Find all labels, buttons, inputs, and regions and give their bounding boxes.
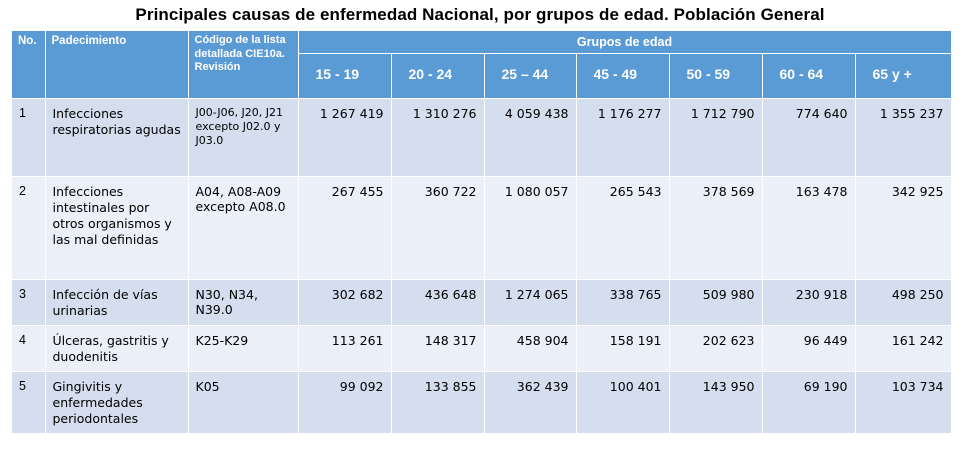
header-age-group: 50 - 59 (669, 53, 763, 99)
value-cell: 265 543 (576, 176, 670, 280)
header-age-group: 25 – 44 (484, 53, 577, 99)
value-cell: 498 250 (855, 279, 952, 326)
value-cell: 163 478 (762, 176, 856, 280)
codigo-cell: N30, N34, N39.0 (188, 279, 299, 326)
padecimiento-cell: Infecciones respiratorias agudas (45, 98, 189, 177)
value-cell: 509 980 (669, 279, 763, 326)
value-cell: 458 904 (484, 325, 577, 372)
value-cell: 113 261 (298, 325, 392, 372)
padecimiento-cell: Gingivitis y enfermedades periodontales (45, 371, 189, 434)
value-cell: 1 176 277 (576, 98, 670, 177)
header-age-group: 20 - 24 (391, 53, 485, 99)
table-row: 1 Infecciones respiratorias agudas J00-J… (12, 98, 952, 177)
value-cell: 338 765 (576, 279, 670, 326)
disease-table: No. Padecimiento Código de la lista deta… (12, 31, 952, 434)
codigo-cell: K25-K29 (188, 325, 299, 372)
header-codigo: Código de la lista detallada CIE10a. Rev… (188, 31, 299, 99)
value-cell: 103 734 (855, 371, 952, 434)
value-cell: 161 242 (855, 325, 952, 372)
value-cell: 133 855 (391, 371, 485, 434)
value-cell: 202 623 (669, 325, 763, 372)
value-cell: 4 059 438 (484, 98, 577, 177)
table-row: 2 Infecciones intestinales por otros org… (12, 176, 952, 280)
value-cell: 362 439 (484, 371, 577, 434)
table-row: 4 Úlceras, gastritis y duodenitis K25-K2… (12, 325, 952, 372)
header-age-group: 60 - 64 (762, 53, 856, 99)
value-cell: 1 355 237 (855, 98, 952, 177)
value-cell: 342 925 (855, 176, 952, 280)
value-cell: 1 267 419 (298, 98, 392, 177)
value-cell: 302 682 (298, 279, 392, 326)
row-number: 4 (12, 325, 46, 372)
value-cell: 436 648 (391, 279, 485, 326)
codigo-cell: J00-J06, J20, J21 excepto J02.0 y J03.0 (188, 98, 299, 177)
header-age-group: 15 - 19 (298, 53, 392, 99)
value-cell: 148 317 (391, 325, 485, 372)
value-cell: 267 455 (298, 176, 392, 280)
row-number: 2 (12, 176, 46, 280)
value-cell: 1 310 276 (391, 98, 485, 177)
codigo-cell: A04, A08-A09 excepto A08.0 (188, 176, 299, 280)
header-age-group: 65 y + (855, 53, 952, 99)
padecimiento-cell: Infecciones intestinales por otros organ… (45, 176, 189, 280)
row-number: 3 (12, 279, 46, 326)
padecimiento-cell: Úlceras, gastritis y duodenitis (45, 325, 189, 372)
value-cell: 96 449 (762, 325, 856, 372)
value-cell: 143 950 (669, 371, 763, 434)
value-cell: 69 190 (762, 371, 856, 434)
value-cell: 774 640 (762, 98, 856, 177)
padecimiento-cell: Infección de vías urinarias (45, 279, 189, 326)
table-row: 5 Gingivitis y enfermedades periodontale… (12, 371, 952, 434)
value-cell: 230 918 (762, 279, 856, 326)
value-cell: 1 712 790 (669, 98, 763, 177)
value-cell: 158 191 (576, 325, 670, 372)
row-number: 5 (12, 371, 46, 434)
value-cell: 99 092 (298, 371, 392, 434)
value-cell: 378 569 (669, 176, 763, 280)
header-age-group: 45 - 49 (576, 53, 670, 99)
page-title: Principales causas de enfermedad Naciona… (135, 5, 825, 24)
row-number: 1 (12, 98, 46, 177)
header-no: No. (12, 31, 46, 99)
codigo-cell: K05 (188, 371, 299, 434)
header-grupos-de-edad: Grupos de edad (298, 31, 952, 54)
header-padecimiento: Padecimiento (45, 31, 189, 99)
value-cell: 360 722 (391, 176, 485, 280)
value-cell: 1 080 057 (484, 176, 577, 280)
value-cell: 1 274 065 (484, 279, 577, 326)
table-row: 3 Infección de vías urinarias N30, N34, … (12, 279, 952, 326)
value-cell: 100 401 (576, 371, 670, 434)
